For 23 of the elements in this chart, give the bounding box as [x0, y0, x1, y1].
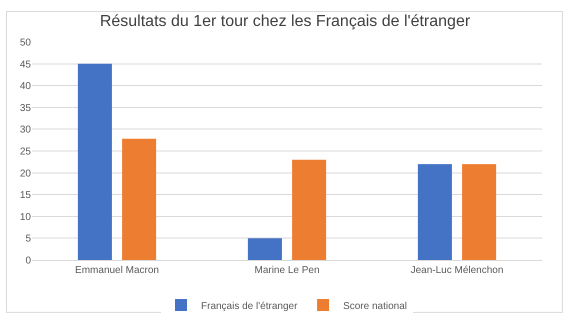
bar [292, 160, 326, 260]
chart-title: Résultats du 1er tour chez les Français de l'étranger [100, 13, 471, 30]
y-tick-label: 25 [20, 146, 32, 158]
y-tick-label: 15 [20, 190, 32, 202]
bar [462, 164, 496, 260]
bar [78, 64, 112, 260]
legend-label: Score national [343, 300, 408, 312]
y-tick-label: 50 [20, 38, 32, 48]
y-tick-label: 5 [25, 234, 32, 245]
y-tick-label: 45 [20, 59, 32, 70]
y-tick-label: 10 [20, 212, 32, 223]
y-tick-label: 40 [20, 81, 32, 92]
x-tick-label: Emmanuel Macron [75, 265, 159, 276]
y-tick-label: 0 [25, 256, 32, 266]
x-tick-label: Jean-Luc Mélenchon [410, 265, 504, 276]
y-tick-label: 20 [20, 168, 32, 180]
y-tick-label: 30 [20, 124, 32, 136]
legend-label: Français de l'étranger [201, 300, 298, 312]
bar [418, 164, 452, 260]
x-tick-label: Marine Le Pen [254, 265, 320, 276]
bar [122, 138, 156, 260]
bar [248, 238, 282, 260]
y-tick-label: 35 [20, 102, 32, 114]
